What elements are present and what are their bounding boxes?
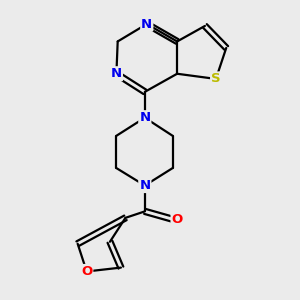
Text: O: O <box>81 265 92 278</box>
Text: N: N <box>111 67 122 80</box>
Text: N: N <box>139 179 150 192</box>
Text: N: N <box>139 111 150 124</box>
Text: S: S <box>211 72 221 86</box>
Text: O: O <box>172 213 183 226</box>
Text: N: N <box>141 17 152 31</box>
